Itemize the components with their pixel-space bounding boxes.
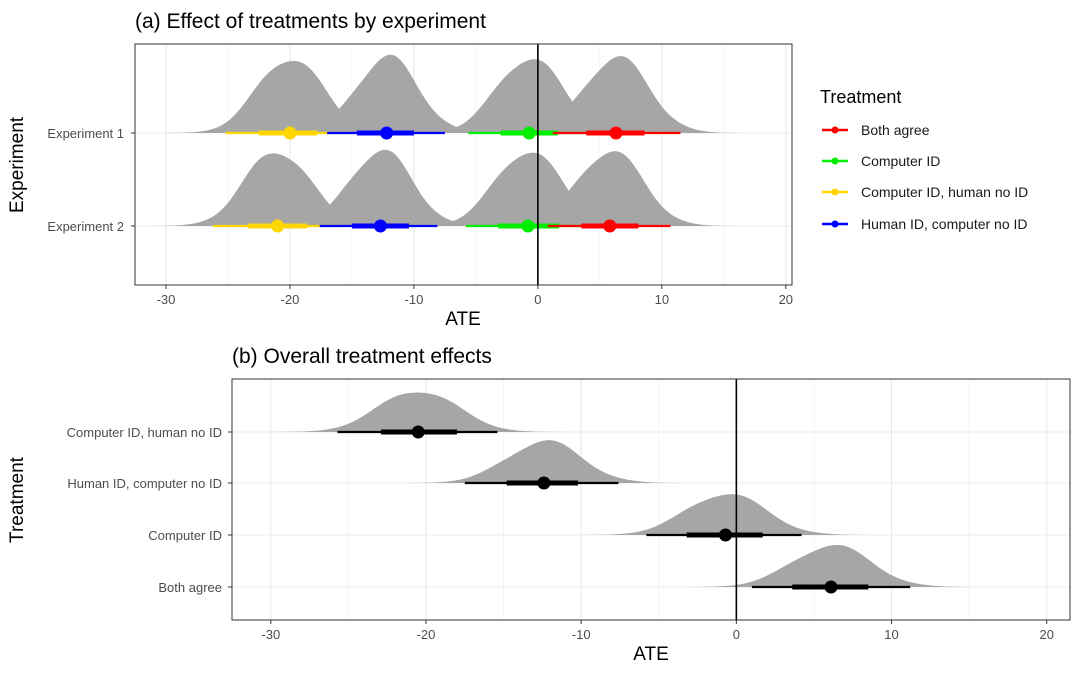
panel-a-plot-area [135,44,792,285]
legend-label: Computer ID [861,153,940,169]
panel-a-densities [129,54,765,226]
panel-a-intervals [213,126,681,233]
panel-b-intervals [337,425,911,594]
legend-item-human-id-computer-no-id: Human ID, computer no ID [822,216,1028,232]
legend-item-computer-id-human-no-id: Computer ID, human no ID [822,184,1028,200]
x-tick-label: -30 [157,292,176,307]
panel-a-x-ticks: -30 -20 -10 0 10 20 [157,285,793,307]
legend-title: Treatment [820,87,901,107]
x-tick-label: 10 [655,292,669,307]
x-tick-label: 20 [779,292,793,307]
density-computer-id-human-no-id [129,153,426,226]
panel-a-y-ticks: Experiment 1 Experiment 2 [47,126,135,234]
panel-b-y-tick-label: Computer ID, human no ID [67,425,222,440]
x-tick-label: 0 [534,292,541,307]
panel-b-x-axis-title: ATE [633,644,669,665]
panel-a-x-axis-title: ATE [445,309,481,330]
x-tick-label: 10 [884,627,898,642]
legend-item-computer-id: Computer ID [822,153,940,169]
density-computer-id-human-no-id [141,60,439,133]
panel-b-y-ticks: Computer ID, human no ID Human ID, compu… [67,425,232,595]
panel-b-y-tick-label: Human ID, computer no ID [67,476,222,491]
median-point-human-id-computer-no-id [380,126,394,140]
x-tick-label: -10 [405,292,424,307]
median-point-human-id-computer-no-id [373,219,387,233]
panel-a: (a) Effect of treatments by experiment E… [7,10,793,330]
panel-a-y-tick-label: Experiment 1 [47,126,124,141]
median-point-both-agree [824,580,838,594]
density-human-id-computer-no-id [244,54,530,134]
legend-key-point [831,188,839,196]
panel-b-y-axis-title: Treatment [7,456,28,543]
legend-label: Both agree [861,122,930,138]
panel-b-densities [239,392,1010,587]
median-point-computer-id [521,219,535,233]
median-point-computer-id-human-no-id [271,219,285,233]
density-computer-id [547,494,904,535]
legend: Treatment Both agree Computer ID Compute… [820,87,1028,232]
density-human-id-computer-no-id [372,440,716,483]
legend-item-both-agree: Both agree [822,122,930,138]
median-point-computer-id [522,126,536,140]
panel-b-x-ticks: -30 -20 -10 0 10 20 [261,620,1054,642]
x-tick-label: 20 [1039,627,1053,642]
density-both-agree [461,151,758,226]
legend-label: Human ID, computer no ID [861,216,1028,232]
density-computer-id [380,59,678,134]
density-computer-id-human-no-id [239,392,597,432]
panel-a-title: (a) Effect of treatments by experiment [135,10,486,33]
panel-b-y-tick-label: Computer ID [148,528,222,543]
median-point-computer-id-human-no-id [283,126,297,140]
legend-key-point [831,126,839,134]
density-computer-id [379,152,677,226]
median-point-computer-id [718,528,732,542]
panel-b-plot-area [232,379,1070,620]
median-point-both-agree [609,126,623,140]
x-tick-label: -20 [417,627,436,642]
median-point-human-id-computer-no-id [537,476,551,490]
density-both-agree [467,56,765,133]
panel-b-title: (b) Overall treatment effects [232,345,492,368]
legend-key-point [831,220,839,228]
panel-a-y-tick-label: Experiment 2 [47,219,124,234]
density-both-agree [652,545,1010,587]
x-tick-label: -20 [281,292,300,307]
panel-b-y-tick-label: Both agree [158,580,222,595]
panel-b-border [231,378,1071,621]
median-point-computer-id-human-no-id [411,425,425,439]
x-tick-label: 0 [733,627,740,642]
median-point-both-agree [603,219,617,233]
legend-label: Computer ID, human no ID [861,184,1028,200]
x-tick-label: -30 [261,627,280,642]
x-tick-label: -10 [572,627,591,642]
panel-a-border [134,43,793,286]
panel-b: (b) Overall treatment effects Computer I… [7,345,1071,665]
panel-a-y-axis-title: Experiment [7,116,28,213]
legend-key-point [831,157,839,165]
density-human-id-computer-no-id [237,149,523,226]
